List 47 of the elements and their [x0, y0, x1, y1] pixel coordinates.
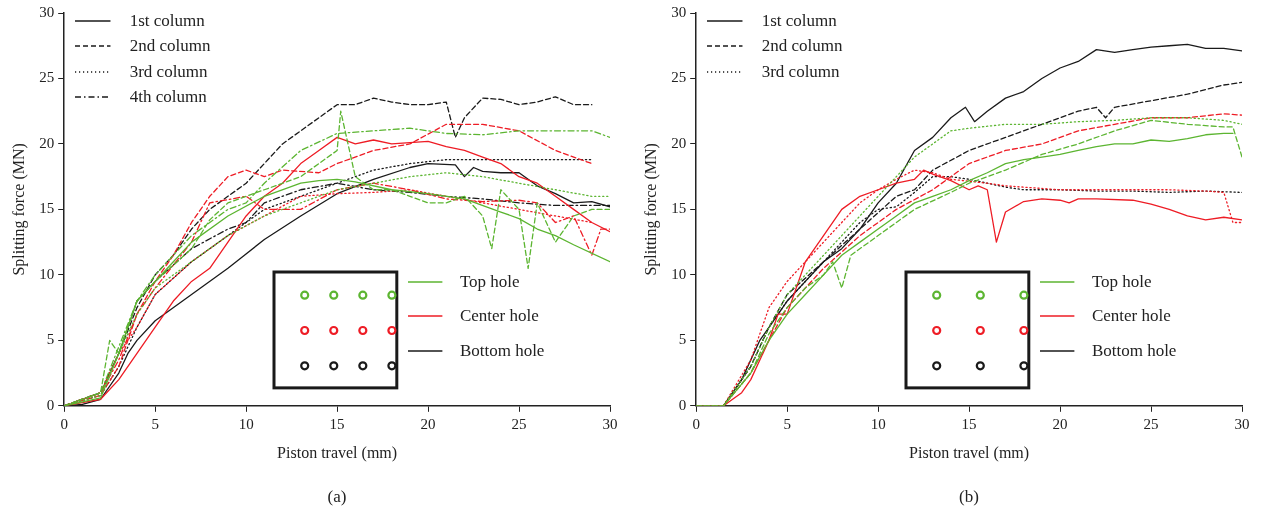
- y-axis-title: Splitting force (MN): [9, 143, 28, 276]
- annotation: 2nd column: [129, 36, 211, 57]
- annotation: Center hole: [1091, 306, 1171, 327]
- text: (b): [959, 487, 979, 507]
- y-tick-label: 10: [39, 265, 55, 282]
- y-tick-label: 25: [39, 69, 55, 86]
- x-tick-label: 5: [151, 415, 159, 432]
- annotation: Bottom hole: [459, 341, 545, 362]
- y-axis-title: Splitting force (MN): [641, 143, 660, 276]
- y-tick-label: 25: [671, 69, 687, 86]
- x-tick-label: 30: [602, 415, 618, 432]
- x-tick-label: 5: [783, 415, 791, 432]
- x-axis-title: Piston travel (mm): [909, 443, 1030, 462]
- x-tick-label: 20: [1052, 415, 1068, 432]
- annotation: 3rd column: [761, 61, 840, 82]
- x-tick-label: 10: [870, 415, 886, 432]
- annotation: Top hole: [1091, 271, 1152, 292]
- x-tick-label: 20: [420, 415, 436, 432]
- annotation: 4th column: [129, 87, 207, 108]
- annotation: 1st column: [129, 10, 205, 31]
- y-tick-label: 30: [39, 3, 55, 20]
- y-tick-label: 0: [46, 396, 55, 413]
- x-tick-label: 25: [1143, 415, 1159, 432]
- y-tick-label: 5: [678, 331, 687, 348]
- y-tick-label: 30: [671, 3, 687, 20]
- y-tick-label: 15: [671, 200, 687, 217]
- annotation: Bottom hole: [1091, 341, 1177, 362]
- text: (a): [327, 487, 347, 507]
- y-tick-label: 20: [39, 134, 55, 151]
- annotation: 2nd column: [761, 36, 843, 57]
- x-tick-label: 10: [238, 415, 254, 432]
- annotation: Center hole: [459, 306, 539, 327]
- y-tick-label: 10: [671, 265, 687, 282]
- x-axis-title: Piston travel (mm): [277, 443, 398, 462]
- x-tick-label: 15: [329, 415, 345, 432]
- y-tick-label: 15: [39, 200, 55, 217]
- x-tick-label: 25: [511, 415, 527, 432]
- x-tick-label: 30: [1234, 415, 1250, 432]
- x-tick-label: 15: [961, 415, 977, 432]
- x-tick-label: 0: [60, 415, 68, 432]
- annotation: 3rd column: [129, 61, 208, 82]
- annotation: 1st column: [761, 10, 837, 31]
- y-tick-label: 0: [678, 396, 687, 413]
- annotation: Top hole: [459, 271, 520, 292]
- x-tick-label: 0: [692, 415, 700, 432]
- y-tick-label: 20: [671, 134, 687, 151]
- y-tick-label: 5: [46, 331, 55, 348]
